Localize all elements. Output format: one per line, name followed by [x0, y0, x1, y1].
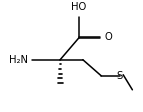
Text: S: S: [117, 71, 123, 81]
Text: HO: HO: [71, 2, 86, 12]
Text: O: O: [104, 32, 112, 42]
Text: H₂N: H₂N: [9, 55, 28, 65]
